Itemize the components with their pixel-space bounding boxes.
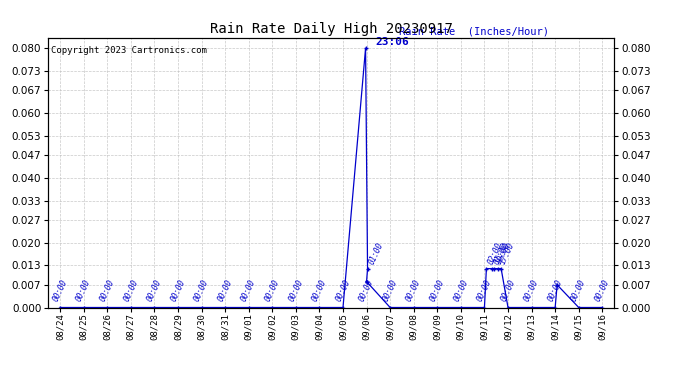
Title: Rain Rate Daily High 20230917: Rain Rate Daily High 20230917 bbox=[210, 22, 453, 36]
Text: 02:00: 02:00 bbox=[486, 241, 504, 266]
Text: 00:00: 00:00 bbox=[405, 278, 423, 303]
Text: 00:00: 00:00 bbox=[357, 278, 375, 303]
Text: 00:00: 00:00 bbox=[499, 278, 517, 303]
Text: 00:00: 00:00 bbox=[546, 278, 564, 303]
Text: 00:00: 00:00 bbox=[381, 278, 399, 303]
Text: 10:00: 10:00 bbox=[494, 241, 512, 266]
Text: 00:00: 00:00 bbox=[146, 278, 164, 303]
Text: 00:00: 00:00 bbox=[428, 278, 446, 303]
Text: 00:00: 00:00 bbox=[216, 278, 234, 303]
Text: 01:00: 01:00 bbox=[368, 241, 386, 266]
Text: Copyright 2023 Cartronics.com: Copyright 2023 Cartronics.com bbox=[51, 46, 207, 55]
Text: 00:00: 00:00 bbox=[98, 278, 116, 303]
Text: 00:00: 00:00 bbox=[122, 278, 140, 303]
Text: 00:00: 00:00 bbox=[287, 278, 305, 303]
Text: 00:00: 00:00 bbox=[452, 278, 470, 303]
Text: 00:00: 00:00 bbox=[593, 278, 611, 303]
Text: 17:00: 17:00 bbox=[498, 241, 516, 266]
Text: 00:00: 00:00 bbox=[570, 278, 588, 303]
Text: 00:00: 00:00 bbox=[475, 278, 493, 303]
Text: 00:00: 00:00 bbox=[264, 278, 282, 303]
Text: Rain Rate  (Inches/Hour): Rain Rate (Inches/Hour) bbox=[399, 26, 549, 36]
Text: 00:00: 00:00 bbox=[310, 278, 328, 303]
Text: 00:00: 00:00 bbox=[239, 278, 257, 303]
Text: 00:00: 00:00 bbox=[193, 278, 210, 303]
Text: 23:06: 23:06 bbox=[375, 37, 408, 46]
Text: 00:00: 00:00 bbox=[334, 278, 352, 303]
Text: 00:00: 00:00 bbox=[169, 278, 187, 303]
Text: 00:00: 00:00 bbox=[51, 278, 69, 303]
Text: 00:00: 00:00 bbox=[522, 278, 540, 303]
Text: 00:00: 00:00 bbox=[75, 278, 92, 303]
Text: 01:00: 01:00 bbox=[492, 241, 510, 266]
